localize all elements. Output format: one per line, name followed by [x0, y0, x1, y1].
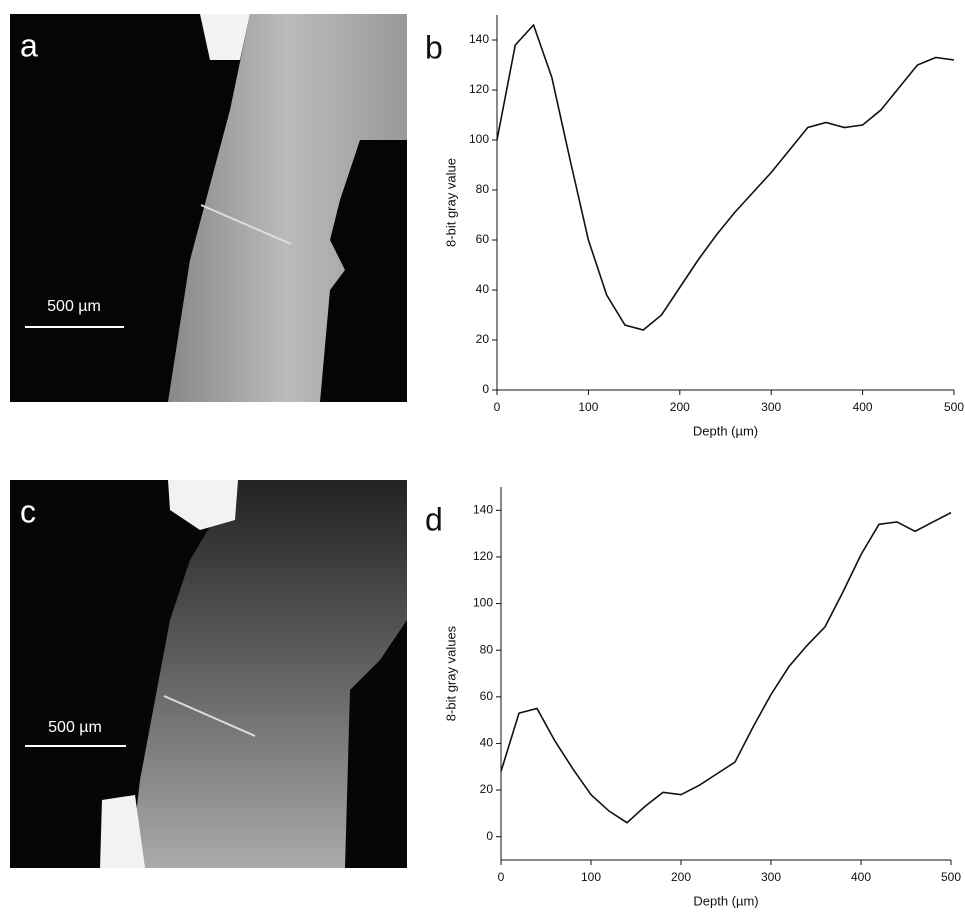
- x-tick-label: 0: [494, 400, 501, 414]
- y-tick-label: 100: [469, 132, 489, 146]
- y-tick-label: 20: [476, 332, 490, 346]
- micrograph-c: c 500 µm: [10, 480, 407, 868]
- y-tick-label: 40: [480, 736, 494, 750]
- panel-label: c: [20, 493, 36, 529]
- x-tick-label: 500: [941, 870, 961, 884]
- x-tick-label: 400: [853, 400, 873, 414]
- x-tick-label: 200: [671, 870, 691, 884]
- y-tick-label: 80: [476, 182, 490, 196]
- x-tick-label: 300: [761, 400, 781, 414]
- x-axis-label: Depth (µm): [693, 893, 758, 908]
- panel-label: b: [425, 29, 443, 65]
- y-tick-label: 40: [476, 282, 490, 296]
- y-tick-label: 60: [476, 232, 490, 246]
- x-axis-label: Depth (µm): [693, 423, 758, 438]
- y-tick-label: 80: [480, 642, 494, 656]
- y-axis-label: 8-bit gray value: [443, 158, 458, 247]
- y-tick-label: 120: [473, 549, 493, 563]
- x-tick-label: 300: [761, 870, 781, 884]
- panel-label: d: [425, 501, 443, 537]
- scale-bar-label: 500 µm: [48, 719, 102, 736]
- y-tick-label: 140: [473, 502, 493, 516]
- x-tick-label: 100: [581, 870, 601, 884]
- y-tick-label: 60: [480, 689, 494, 703]
- y-tick-label: 100: [473, 596, 493, 610]
- y-tick-label: 140: [469, 32, 489, 46]
- x-tick-label: 200: [670, 400, 690, 414]
- x-tick-label: 500: [944, 400, 964, 414]
- y-tick-label: 0: [482, 382, 489, 396]
- x-tick-label: 400: [851, 870, 871, 884]
- x-tick-label: 0: [498, 870, 505, 884]
- scale-bar-label: 500 µm: [47, 298, 101, 315]
- y-tick-label: 120: [469, 82, 489, 96]
- panel-label: a: [20, 27, 38, 63]
- y-tick-label: 0: [486, 829, 493, 843]
- y-axis-label: 8-bit gray values: [443, 625, 458, 721]
- data-line: [500, 511, 952, 824]
- y-tick-label: 20: [480, 782, 494, 796]
- x-tick-label: 100: [578, 400, 598, 414]
- micrograph-a: a 500 µm: [10, 14, 407, 402]
- data-line: [496, 23, 955, 331]
